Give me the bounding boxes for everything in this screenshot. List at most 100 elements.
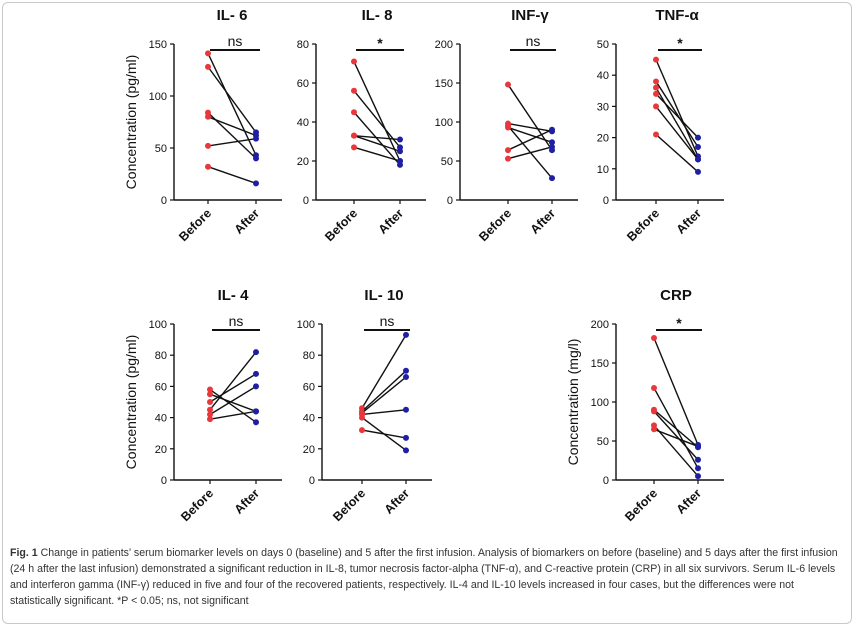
point-after-patient-4: [403, 406, 409, 413]
y-tick-label-crp: 200: [591, 319, 609, 331]
y-tick-label-il-8: 20: [297, 156, 309, 168]
panel-title-il-10: IL- 10: [364, 287, 403, 304]
y-axis-label-il-4: Concentration (pg/ml): [123, 335, 139, 470]
point-before-patient-2: [653, 78, 659, 85]
series-line-patient-2: [209, 393, 257, 413]
panel-inf-gamma: INF-γ 0 50 100 150 200 Before After ns: [435, 7, 578, 244]
series-line-patient-3: [653, 409, 699, 448]
point-before-patient-4: [205, 113, 211, 120]
y-tick-label-il-4: 40: [155, 413, 167, 425]
significance-label-il-8: *: [377, 35, 383, 51]
point-after-patient-1: [403, 331, 409, 338]
y-tick-label-il-8: 0: [303, 195, 309, 207]
y-tick-label-tnf-alpha: 50: [597, 39, 609, 51]
point-after-patient-3: [253, 370, 259, 377]
x-tick-label-tnf-alpha: After: [674, 206, 705, 237]
y-tick-label-il-6: 100: [149, 91, 167, 103]
y-tick-label-tnf-alpha: 20: [597, 133, 609, 145]
y-axis-label-il-6: Concentration (pg/ml): [123, 55, 139, 190]
series-line-patient-5: [353, 134, 401, 152]
point-before-patient-1: [207, 386, 213, 393]
point-after-patient-6: [695, 168, 701, 175]
y-tick-label-inf-gamma: 200: [435, 39, 453, 51]
point-before-patient-5: [505, 147, 511, 154]
point-before-patient-1: [653, 56, 659, 63]
series-line-patient-4: [209, 351, 257, 411]
point-before-patient-6: [651, 426, 657, 433]
point-after-patient-5: [397, 148, 403, 155]
y-tick-label-il-10: 0: [309, 475, 315, 487]
significance-label-il-10: ns: [380, 313, 395, 329]
y-tick-label-crp: 100: [591, 397, 609, 409]
point-after-patient-5: [253, 383, 259, 390]
series-line-patient-1: [207, 53, 257, 156]
point-before-patient-3: [207, 399, 213, 405]
series-line-patient-5: [207, 137, 257, 147]
x-tick-label-il-8: Before: [322, 206, 360, 244]
significance-label-crp: *: [676, 315, 682, 331]
y-tick-label-inf-gamma: 150: [435, 78, 453, 90]
point-before-patient-6: [653, 131, 659, 138]
point-after-patient-5: [695, 156, 701, 163]
series-line-patient-1: [353, 61, 401, 162]
panel-tnf-alpha: TNF-α 0 10 20 30 40 50 Before After *: [597, 7, 724, 244]
x-tick-label-il-8: After: [376, 206, 407, 237]
y-tick-label-il-6: 50: [155, 143, 167, 155]
y-tick-label-il-4: 80: [155, 350, 167, 362]
series-line-patient-4: [507, 126, 553, 143]
point-after-patient-4: [397, 136, 403, 143]
y-tick-label-tnf-alpha: 30: [597, 101, 609, 113]
point-after-patient-2: [695, 465, 701, 472]
point-after-patient-6: [403, 434, 409, 441]
y-tick-label-il-10: 100: [297, 319, 315, 331]
point-after-patient-4: [253, 349, 259, 356]
x-tick-label-inf-gamma: After: [528, 206, 559, 237]
series-line-patient-1: [209, 388, 257, 423]
panel-crp: CRP 0 50 100 150 200 Before After Concentration …: [565, 287, 724, 524]
point-before-patient-3: [205, 109, 211, 116]
point-before-patient-1: [505, 81, 511, 88]
panel-il-4: IL- 4 0 20 40 60 80 100 Before After Concentratio…: [123, 287, 282, 524]
series-line-patient-6: [653, 428, 699, 448]
point-after-patient-2: [403, 367, 409, 374]
x-tick-label-tnf-alpha: Before: [624, 206, 662, 244]
point-before-patient-1: [351, 58, 357, 65]
point-after-patient-2: [695, 143, 701, 150]
caption-text: Change in patients' serum biomarker leve…: [10, 547, 838, 607]
point-before-patient-2: [651, 384, 657, 391]
series-line-patient-5: [655, 105, 699, 160]
point-before-patient-4: [653, 90, 659, 97]
x-tick-label-il-4: After: [232, 486, 263, 517]
point-after-patient-6: [253, 180, 259, 187]
series-line-patient-6: [209, 410, 257, 420]
series-line-patient-1: [655, 59, 699, 157]
series-line-patient-4: [653, 410, 699, 461]
series-line-patient-6: [207, 166, 257, 185]
y-tick-label-tnf-alpha: 40: [597, 70, 609, 82]
point-before-patient-1: [651, 335, 657, 342]
y-tick-label-il-10: 20: [303, 444, 315, 456]
x-tick-label-il-6: After: [232, 206, 263, 237]
point-after-patient-1: [253, 419, 259, 426]
y-tick-label-crp: 0: [603, 475, 609, 487]
panel-title-il-8: IL- 8: [362, 7, 393, 24]
series-line-patient-6: [655, 133, 699, 173]
point-after-patient-4: [549, 139, 555, 146]
point-before-patient-3: [653, 84, 659, 91]
series-line-patient-6: [361, 429, 407, 439]
y-tick-label-il-10: 40: [303, 413, 315, 425]
point-before-patient-4: [207, 406, 213, 413]
point-after-patient-5: [403, 447, 409, 454]
point-before-patient-4: [651, 408, 657, 415]
panel-title-inf-gamma: INF-γ: [511, 7, 549, 24]
y-axis-label-crp: Concentration (mg/l): [565, 339, 581, 466]
point-before-patient-5: [351, 132, 357, 139]
point-before-patient-5: [359, 414, 365, 421]
series-line-patient-4: [655, 93, 699, 139]
series-line-patient-3: [209, 373, 257, 403]
x-tick-label-il-10: Before: [330, 486, 368, 524]
x-tick-label-crp: After: [674, 486, 705, 517]
point-before-patient-3: [351, 109, 357, 116]
point-after-patient-3: [403, 374, 409, 381]
